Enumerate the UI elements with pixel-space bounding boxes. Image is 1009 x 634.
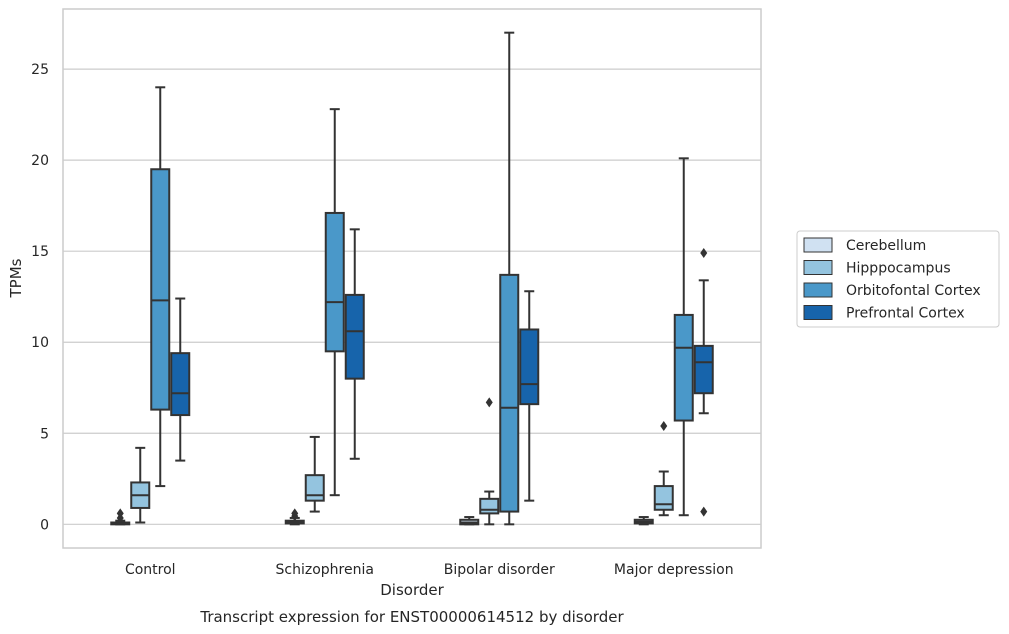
box-orbitofontal-cortex xyxy=(499,31,520,526)
box-cerebellum xyxy=(633,516,654,526)
x-tick-label: Control xyxy=(125,562,176,578)
box-hipppocampus xyxy=(130,446,151,524)
box-iqr xyxy=(653,485,674,511)
legend-swatch xyxy=(803,305,833,320)
box-iqr xyxy=(673,313,694,422)
box-cerebellum xyxy=(110,508,131,526)
outlier-point xyxy=(291,508,299,519)
box-hipppocampus xyxy=(653,420,674,517)
legend: Cerebellum Hipppocampus Orbitofontal Corte… xyxy=(796,230,1000,328)
y-tick-label: 10 xyxy=(31,335,49,351)
box-prefrontal-cortex xyxy=(344,228,365,460)
outlier-point xyxy=(116,508,124,519)
x-tick-label: Schizophrenia xyxy=(276,562,374,578)
box-iqr xyxy=(344,293,365,380)
x-tick-label: Bipolar disorder xyxy=(444,562,555,578)
boxes-layer xyxy=(110,31,714,526)
chart-caption: Transcript expression for ENST0000061451… xyxy=(199,608,624,626)
legend-swatch xyxy=(803,237,833,253)
outlier-point xyxy=(700,506,708,517)
y-tick-label: 5 xyxy=(40,426,49,442)
box-iqr xyxy=(170,352,191,417)
box-iqr xyxy=(693,344,714,395)
box-hipppocampus xyxy=(304,435,325,513)
y-tick-label: 20 xyxy=(31,153,49,169)
outlier-point xyxy=(700,248,708,259)
legend-label: Prefrontal Cortex xyxy=(846,306,965,322)
y-tick-label: 0 xyxy=(40,517,49,533)
y-tick-label: 15 xyxy=(31,244,49,260)
y-axis-ticks: 0 5 10 15 20 25 xyxy=(31,62,49,533)
legend-swatch xyxy=(803,260,833,275)
box-prefrontal-cortex xyxy=(519,290,540,502)
x-tick-label: Major depression xyxy=(614,562,734,578)
box-iqr xyxy=(150,168,171,411)
box-iqr xyxy=(479,497,500,515)
box-iqr xyxy=(499,273,520,513)
box-iqr xyxy=(324,211,345,353)
legend-label: Cerebellum xyxy=(846,238,926,254)
plot-area-frame xyxy=(62,8,762,549)
box-hipppocampus xyxy=(479,397,500,526)
legend-label: Hipppocampus xyxy=(846,261,951,277)
outlier-point xyxy=(660,420,668,431)
box-iqr xyxy=(304,474,325,502)
y-tick-label: 25 xyxy=(31,62,49,78)
box-orbitofontal-cortex xyxy=(150,86,171,488)
box-prefrontal-cortex xyxy=(170,297,191,462)
legend-frame xyxy=(796,230,1000,328)
legend-swatch xyxy=(803,282,833,298)
x-axis-label: Disorder xyxy=(380,581,444,599)
legend-label: Orbitofontal Cortex xyxy=(846,283,981,299)
box-iqr xyxy=(519,328,540,406)
box-cerebellum xyxy=(459,516,480,526)
outlier-point xyxy=(485,397,493,408)
box-orbitofontal-cortex xyxy=(673,157,694,517)
x-axis-ticks: Control Schizophrenia Bipolar disorder Majo… xyxy=(125,562,734,578)
box-prefrontal-cortex xyxy=(693,248,714,517)
box-cerebellum xyxy=(284,508,305,526)
y-axis-label: TPMs xyxy=(7,258,25,298)
box-orbitofontal-cortex xyxy=(324,108,345,497)
